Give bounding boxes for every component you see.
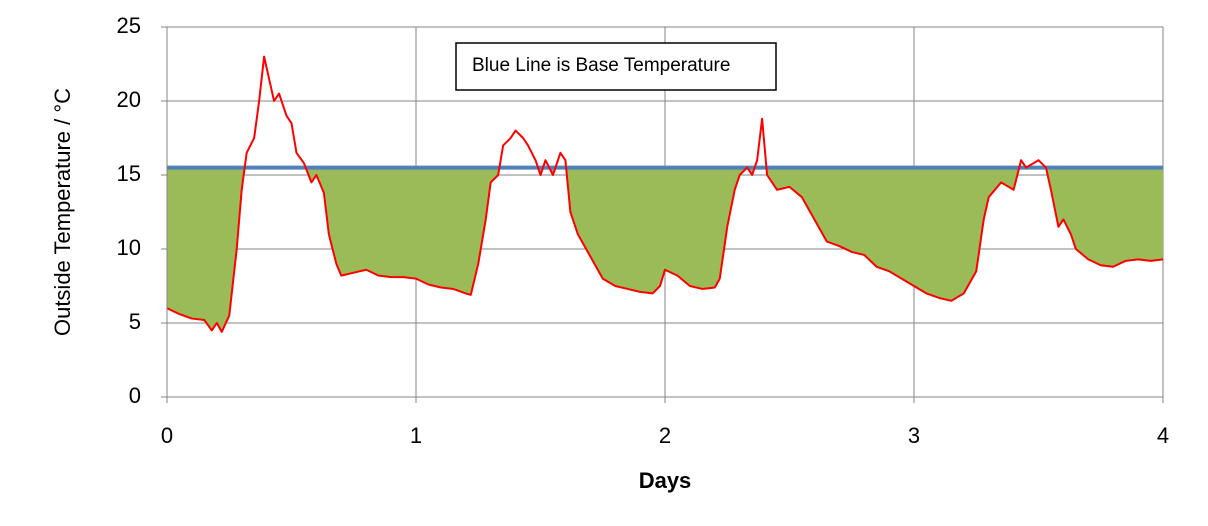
x-axis-title: Days <box>639 468 692 493</box>
x-tick-label: 1 <box>410 423 422 448</box>
y-tick-label: 5 <box>129 309 141 334</box>
y-tick-label: 10 <box>117 235 141 260</box>
y-tick-label: 25 <box>117 13 141 38</box>
x-tick-label: 3 <box>908 423 920 448</box>
y-tick-label: 20 <box>117 87 141 112</box>
y-axis-title: Outside Temperature / °C <box>50 88 75 336</box>
y-tick-label: 15 <box>117 161 141 186</box>
annotation-box <box>455 42 777 91</box>
annotation: Blue Line is Base Temperature <box>472 55 730 76</box>
x-tick-label: 0 <box>161 423 173 448</box>
deficit-area <box>167 167 1163 332</box>
y-tick-label: 0 <box>129 383 141 408</box>
x-tick-label: 2 <box>659 423 671 448</box>
x-tick-label: 4 <box>1157 423 1169 448</box>
temperature-line <box>166 55 1164 333</box>
